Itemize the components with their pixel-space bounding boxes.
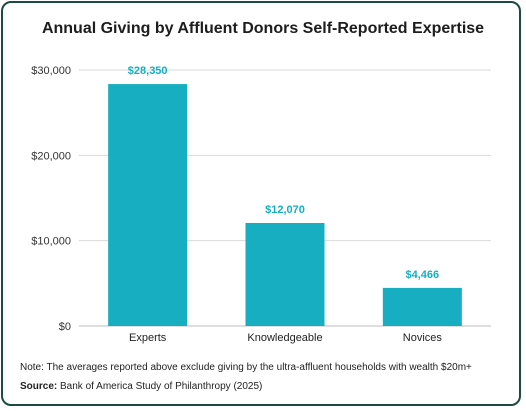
y-tick-label: $20,000 — [31, 150, 71, 162]
x-axis-category-labels: Experts Knowledgeable Novices — [129, 332, 442, 344]
source-text: Bank of America Study of Philanthropy (2… — [57, 381, 263, 392]
chart-title: Annual Giving by Affluent Donors Self-Re… — [41, 20, 485, 37]
data-labels: $28,350 $12,070 $4,466 — [128, 65, 439, 281]
bar — [245, 223, 325, 326]
x-tick-label: Experts — [129, 332, 167, 344]
y-axis-tick-labels: $0 $10,000 $20,000 $30,000 — [31, 65, 71, 333]
bar — [108, 84, 188, 326]
data-label: $28,350 — [128, 65, 168, 77]
y-tick-label: $10,000 — [31, 236, 71, 248]
chart-frame — [1, 1, 521, 406]
x-tick-label: Novices — [403, 332, 443, 344]
data-label: $12,070 — [265, 204, 305, 216]
data-label: $4,466 — [406, 269, 440, 281]
bar — [382, 287, 462, 326]
y-tick-label: $0 — [59, 321, 71, 333]
footnote: Note: The averages reported above exclud… — [20, 362, 472, 373]
source-label: Source: — [20, 381, 58, 392]
source-line: Source: Bank of America Study of Philant… — [20, 381, 262, 392]
y-tick-label: $30,000 — [31, 65, 71, 77]
x-tick-label: Knowledgeable — [247, 332, 322, 344]
bars — [108, 84, 462, 326]
